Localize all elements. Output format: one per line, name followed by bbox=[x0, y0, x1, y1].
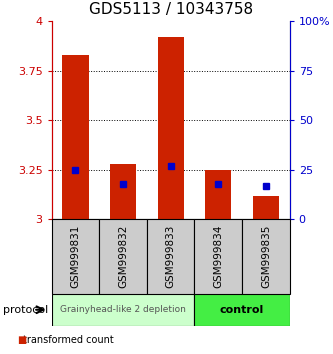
Bar bbox=[52, 294, 194, 326]
Text: GSM999835: GSM999835 bbox=[261, 225, 271, 289]
Bar bbox=[242, 219, 290, 294]
Text: GSM999834: GSM999834 bbox=[213, 225, 223, 289]
Text: transformed count: transformed count bbox=[23, 335, 114, 345]
Bar bbox=[52, 219, 99, 294]
Bar bbox=[253, 196, 279, 219]
Text: control: control bbox=[220, 305, 264, 315]
Text: GSM999831: GSM999831 bbox=[70, 225, 81, 289]
Text: ■: ■ bbox=[17, 335, 26, 345]
Bar bbox=[194, 294, 290, 326]
Text: Grainyhead-like 2 depletion: Grainyhead-like 2 depletion bbox=[60, 305, 186, 314]
Text: GSM999832: GSM999832 bbox=[118, 225, 128, 289]
Text: protocol: protocol bbox=[3, 305, 49, 315]
Bar bbox=[158, 37, 184, 219]
Text: GSM999833: GSM999833 bbox=[166, 225, 176, 289]
Title: GDS5113 / 10343758: GDS5113 / 10343758 bbox=[89, 2, 253, 17]
Bar bbox=[205, 170, 231, 219]
Bar bbox=[147, 219, 194, 294]
Bar bbox=[62, 55, 89, 219]
Bar bbox=[110, 164, 136, 219]
Bar bbox=[194, 219, 242, 294]
Bar bbox=[99, 219, 147, 294]
